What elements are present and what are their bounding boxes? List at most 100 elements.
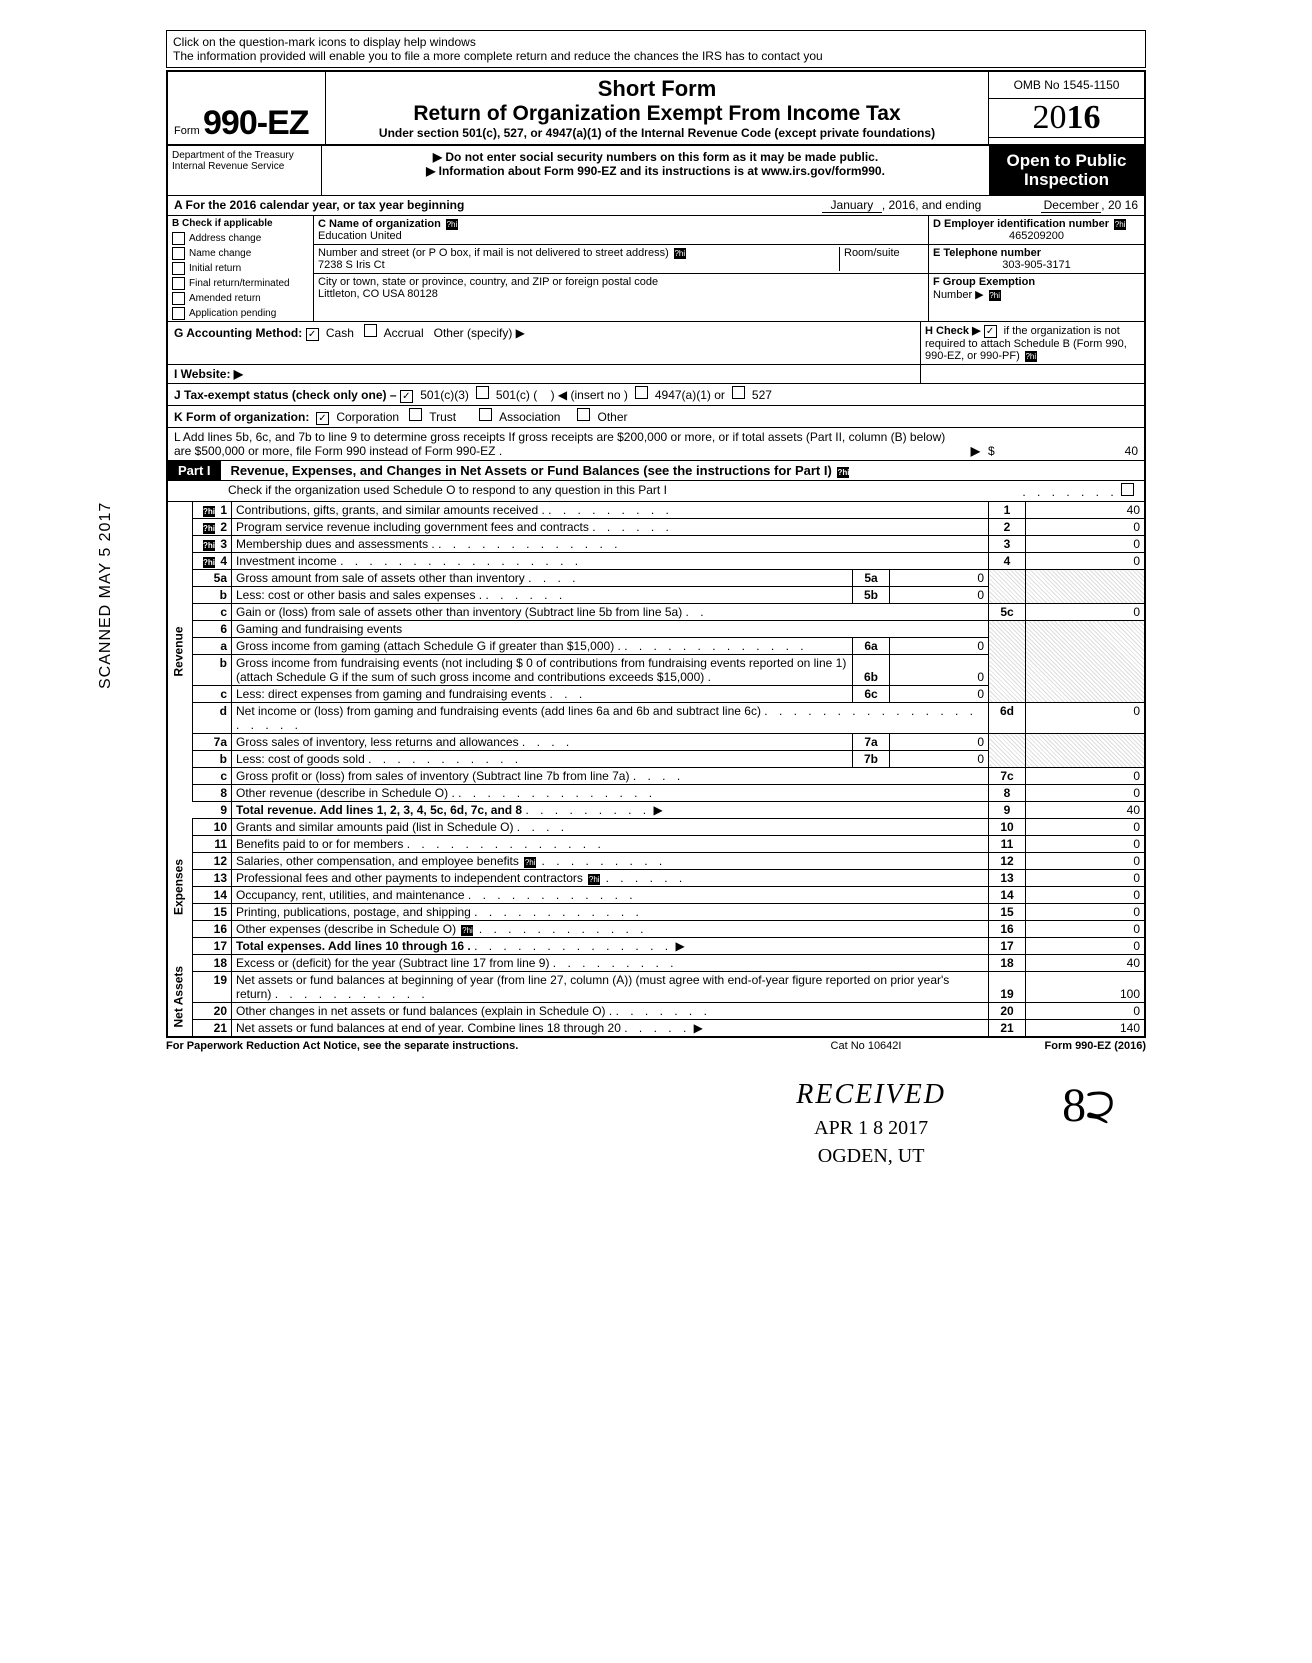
help-line2: The information provided will enable you… <box>173 49 1139 63</box>
help-icon[interactable]: ?hi <box>203 523 215 534</box>
help-icon[interactable]: ?hi <box>1114 219 1126 230</box>
form-prefix: Form <box>174 125 200 137</box>
line13-desc: Professional fees and other payments to … <box>236 871 583 885</box>
line1-desc: Contributions, gifts, grants, and simila… <box>236 503 545 517</box>
chk-amended[interactable] <box>172 292 185 305</box>
part1-check-text: Check if the organization used Schedule … <box>228 483 1022 499</box>
help-icon[interactable]: ?hi <box>203 540 215 551</box>
h-label: H Check ▶ <box>925 325 981 337</box>
received-stamp: RECEIVED APR 1 8 2017 OGDEN, UT <box>796 1075 946 1170</box>
subtitle: Under section 501(c), 527, or 4947(a)(1)… <box>332 126 982 140</box>
telephone: 303-905-3171 <box>933 259 1140 271</box>
line5b-desc: Less: cost or other basis and sales expe… <box>236 588 482 602</box>
note-ssn: ▶ Do not enter social security numbers o… <box>328 150 983 164</box>
side-expenses: Expenses <box>167 819 193 955</box>
main-title: Return of Organization Exempt From Incom… <box>332 102 982 126</box>
chk-cash[interactable]: ✓ <box>306 328 319 341</box>
g-label: G Accounting Method: <box>174 326 302 340</box>
c-name-label: C Name of organization <box>318 218 441 230</box>
street: 7238 S Iris Ct <box>318 259 385 271</box>
chk-application[interactable] <box>172 307 185 320</box>
line12-desc: Salaries, other compensation, and employ… <box>236 854 519 868</box>
org-name: Education United <box>318 230 402 242</box>
line6a-desc: Gross income from gaming (attach Schedul… <box>236 639 621 653</box>
footer-left: For Paperwork Reduction Act Notice, see … <box>166 1040 766 1052</box>
ein: 465209200 <box>933 230 1140 242</box>
l-value: 40 <box>1003 444 1138 458</box>
l-dollar: $ <box>980 444 1003 458</box>
form-number: 990-EZ <box>203 104 309 142</box>
chk-schedule-o[interactable] <box>1121 483 1134 496</box>
chk-h[interactable]: ✓ <box>984 325 997 338</box>
f-number: Number ▶ <box>933 289 984 301</box>
chk-final[interactable] <box>172 277 185 290</box>
c-city-label: City or town, state or province, country… <box>318 276 658 288</box>
line6d-desc: Net income or (loss) from gaming and fun… <box>236 704 761 718</box>
side-net-assets: Net Assets <box>167 955 193 1038</box>
chk-address[interactable] <box>172 232 185 245</box>
line18-desc: Excess or (deficit) for the year (Subtra… <box>236 956 549 970</box>
line1-val: 40 <box>1026 502 1146 519</box>
side-revenue: Revenue <box>167 502 193 802</box>
line6b-desc: Gross income from fundraising events (no… <box>232 655 853 686</box>
line17-desc: Total expenses. Add lines 10 through 16 … <box>236 939 471 953</box>
line11-desc: Benefits paid to or for members <box>236 837 403 851</box>
room-suite-label: Room/suite <box>839 247 924 271</box>
j-label: J Tax-exempt status (check only one) – <box>174 388 397 402</box>
line15-desc: Printing, publications, postage, and shi… <box>236 905 471 919</box>
line2-desc: Program service revenue including govern… <box>236 520 589 534</box>
chk-501c3[interactable]: ✓ <box>400 390 413 403</box>
help-icon[interactable]: ?hi <box>674 248 686 259</box>
help-icon[interactable]: ?hi <box>524 857 536 868</box>
line21-desc: Net assets or fund balances at end of ye… <box>236 1021 621 1035</box>
help-icon[interactable]: ?hi <box>461 925 473 936</box>
line7c-desc: Gross profit or (loss) from sales of inv… <box>236 769 629 783</box>
help-icon[interactable]: ?hi <box>203 557 215 568</box>
begin-month: January <box>822 198 882 213</box>
short-form-title: Short Form <box>332 76 982 102</box>
chk-trust[interactable] <box>409 408 422 421</box>
chk-527[interactable] <box>732 386 745 399</box>
chk-name[interactable] <box>172 247 185 260</box>
omb-number: OMB No 1545-1150 <box>989 72 1144 99</box>
note-info: ▶ Information about Form 990-EZ and its … <box>328 164 983 178</box>
help-icon[interactable]: ?hi <box>203 506 215 517</box>
part1-label: Part I <box>168 461 221 480</box>
line6c-desc: Less: direct expenses from gaming and fu… <box>236 687 546 701</box>
scanned-stamp: SCANNED MAY 5 2017 <box>97 502 115 689</box>
line10-desc: Grants and similar amounts paid (list in… <box>236 820 513 834</box>
year-begin-text: , 2016, and ending <box>882 198 981 213</box>
d-ein-label: D Employer identification number <box>933 218 1109 230</box>
line14-desc: Occupancy, rent, utilities, and maintena… <box>236 888 465 902</box>
line8-desc: Other revenue (describe in Schedule O) . <box>236 786 455 800</box>
help-icon[interactable]: ?hi <box>1025 351 1037 362</box>
year-end-text: , 20 16 <box>1101 198 1138 213</box>
c-street-label: Number and street (or P O box, if mail i… <box>318 247 669 259</box>
chk-initial[interactable] <box>172 262 185 275</box>
help-icon[interactable]: ?hi <box>588 874 600 885</box>
end-month: December <box>1041 198 1101 213</box>
line9-desc: Total revenue. Add lines 1, 2, 3, 4, 5c,… <box>236 803 522 817</box>
footer-cat: Cat No 10642I <box>766 1040 966 1052</box>
open-to-public: Open to Public Inspection <box>989 146 1144 195</box>
line16-desc: Other expenses (describe in Schedule O) <box>236 922 456 936</box>
line3-desc: Membership dues and assessments . <box>236 537 435 551</box>
line20-desc: Other changes in net assets or fund bala… <box>236 1004 612 1018</box>
l-arrow: ▶ <box>960 444 980 458</box>
help-icon[interactable]: ?hi <box>989 290 1001 301</box>
tax-year: 2016 <box>989 99 1144 138</box>
help-icon[interactable]: ?hi <box>837 467 849 478</box>
f-group-label: F Group Exemption <box>933 276 1035 288</box>
help-icon[interactable]: ?hi <box>446 219 458 230</box>
help-hint: Click on the question-mark icons to disp… <box>166 30 1146 68</box>
part1-title: Revenue, Expenses, and Changes in Net As… <box>221 463 852 478</box>
chk-accrual[interactable] <box>364 324 377 337</box>
chk-corp[interactable]: ✓ <box>316 412 329 425</box>
city: Littleton, CO USA 80128 <box>318 288 438 300</box>
chk-4947[interactable] <box>635 386 648 399</box>
chk-other[interactable] <box>577 408 590 421</box>
l-text: L Add lines 5b, 6c, and 7b to line 9 to … <box>174 430 960 458</box>
chk-501c[interactable] <box>476 386 489 399</box>
line6-desc: Gaming and fundraising events <box>232 621 989 638</box>
chk-assoc[interactable] <box>479 408 492 421</box>
